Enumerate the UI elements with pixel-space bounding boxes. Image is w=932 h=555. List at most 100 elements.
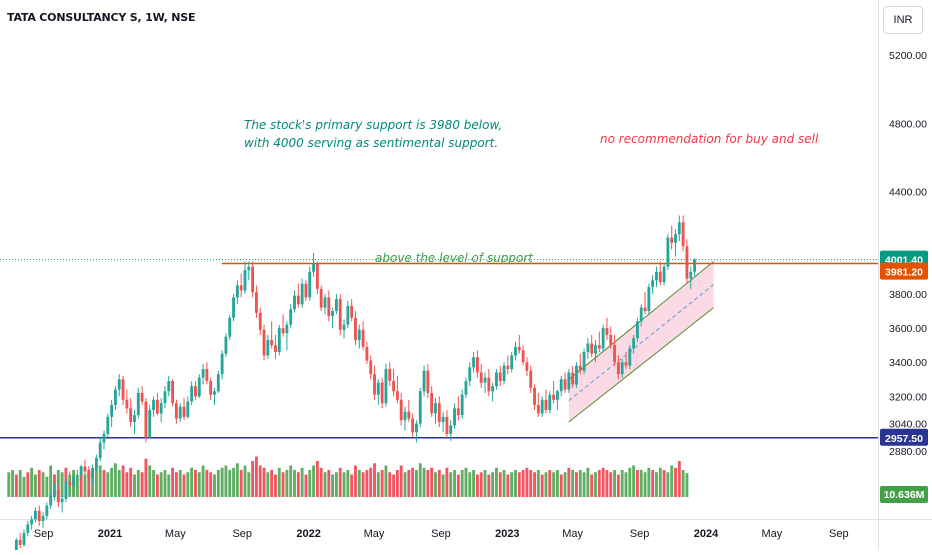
candle-body bbox=[346, 305, 350, 325]
candle-body bbox=[365, 346, 369, 361]
volume-bar bbox=[605, 470, 609, 497]
volume-bar bbox=[666, 472, 670, 497]
candle-body bbox=[674, 234, 677, 243]
candle-body bbox=[94, 457, 98, 469]
candle-body bbox=[171, 381, 175, 404]
candle-body bbox=[479, 372, 483, 383]
candle-body bbox=[315, 263, 319, 289]
volume-bar bbox=[201, 465, 205, 497]
candle-body bbox=[643, 307, 647, 312]
volume-bar bbox=[186, 472, 190, 497]
candle-body bbox=[45, 505, 49, 516]
candle-body bbox=[475, 357, 479, 373]
candle-body bbox=[555, 391, 559, 400]
volume-bar bbox=[293, 470, 296, 497]
volume-bar bbox=[437, 470, 441, 497]
volume-bar bbox=[681, 470, 685, 497]
volume-badge-bg bbox=[880, 486, 928, 503]
candle-body bbox=[582, 352, 586, 371]
volume-bar bbox=[674, 467, 677, 497]
volume-bar bbox=[247, 472, 251, 497]
candle-body bbox=[632, 338, 636, 349]
candle-body bbox=[114, 389, 117, 405]
volume-bar bbox=[555, 470, 559, 497]
candle-body bbox=[235, 285, 239, 298]
candle-body bbox=[369, 360, 373, 375]
candle-body bbox=[201, 369, 205, 378]
volume-bar bbox=[114, 463, 117, 497]
candle-body bbox=[327, 297, 331, 317]
volume-bar bbox=[582, 472, 586, 497]
volume-bar bbox=[159, 472, 163, 497]
candle-body bbox=[616, 362, 620, 375]
currency-button[interactable]: INR bbox=[883, 6, 923, 34]
candle-body bbox=[639, 307, 643, 322]
candle-body bbox=[323, 297, 327, 308]
volume-bar bbox=[632, 465, 636, 497]
candle-body bbox=[437, 403, 441, 422]
volume-bar bbox=[239, 470, 243, 497]
volume-bar bbox=[655, 472, 658, 497]
candle-body bbox=[239, 285, 243, 291]
candle-body bbox=[620, 362, 624, 375]
volume-bar bbox=[281, 472, 285, 497]
candle-body bbox=[266, 340, 270, 356]
candle-body bbox=[83, 466, 87, 472]
candle-body bbox=[567, 372, 571, 390]
volume-bar bbox=[510, 472, 514, 497]
volume-bar bbox=[533, 472, 536, 497]
volume-bar bbox=[144, 458, 148, 497]
volume-bar bbox=[197, 472, 201, 497]
volume-bar bbox=[635, 470, 639, 497]
candle-body bbox=[578, 365, 582, 371]
volume-bar bbox=[624, 472, 628, 497]
volume-bar bbox=[525, 467, 529, 497]
volume-bar bbox=[616, 474, 620, 497]
candle-body bbox=[426, 370, 430, 393]
volume-bar bbox=[148, 465, 152, 497]
candle-body bbox=[87, 471, 91, 479]
volume-bar bbox=[220, 467, 224, 497]
candle-body bbox=[575, 365, 578, 385]
volume-bar bbox=[87, 470, 91, 497]
volume-bar bbox=[266, 472, 270, 497]
volume-bar bbox=[418, 463, 422, 497]
volume-bar bbox=[205, 470, 209, 497]
candle-body bbox=[491, 386, 495, 392]
candle-body bbox=[380, 382, 384, 404]
y-tick-label: 2880.00 bbox=[889, 446, 927, 458]
volume-bar bbox=[456, 474, 460, 497]
candle-body bbox=[529, 370, 533, 388]
candle-body bbox=[354, 317, 357, 341]
volume-bar bbox=[395, 470, 399, 497]
volume-bar bbox=[365, 470, 369, 497]
y-tick-label: 3600.00 bbox=[889, 323, 927, 335]
volume-bar bbox=[285, 470, 289, 497]
candle-body bbox=[270, 340, 274, 346]
candle-body bbox=[399, 399, 403, 421]
candle-body bbox=[129, 408, 133, 422]
y-tick-label: 3800.00 bbox=[889, 289, 927, 301]
volume-bar bbox=[415, 470, 418, 497]
candle-body bbox=[155, 399, 159, 414]
volume-bar bbox=[194, 470, 197, 497]
volume-bar bbox=[91, 472, 95, 497]
volume-bar bbox=[18, 470, 22, 497]
candle-body bbox=[152, 399, 155, 411]
candle-body bbox=[430, 392, 434, 414]
candle-body bbox=[521, 350, 525, 363]
volume-bar bbox=[449, 472, 453, 497]
candle-body bbox=[483, 377, 487, 383]
volume-bar bbox=[182, 474, 186, 497]
candle-body bbox=[403, 411, 407, 421]
candle-body bbox=[685, 246, 689, 279]
volume-bar bbox=[254, 456, 258, 497]
volume-bar bbox=[544, 472, 548, 497]
volume-bar bbox=[453, 470, 456, 497]
candle-body bbox=[182, 406, 186, 417]
candle-body bbox=[563, 379, 567, 390]
candle-body bbox=[376, 382, 380, 395]
volume-bar bbox=[315, 461, 319, 497]
